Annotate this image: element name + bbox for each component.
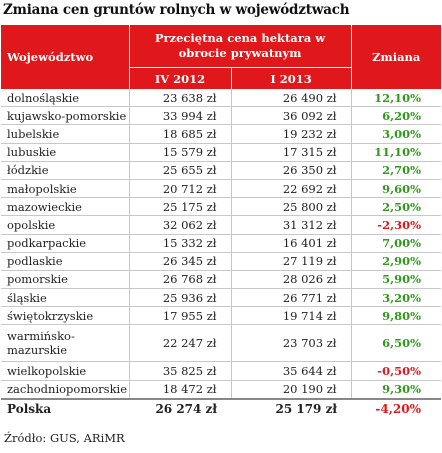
price-2013-cell: 25 179 zł	[231, 397, 352, 419]
price-2013-cell: 26 350 zł	[231, 161, 352, 180]
column-header-year-2013: I 2013	[231, 67, 352, 89]
price-2012-cell: 25 936 zł	[129, 288, 232, 308]
region-cell: łódzkie	[1, 161, 130, 180]
column-header-year-2012: IV 2012	[129, 67, 232, 89]
change-cell: 9,80%	[351, 306, 442, 326]
table-row: podlaskie 26 345 zł 27 119 zł 2,90%	[1, 252, 442, 271]
price-2013-cell: 26 490 zł	[231, 89, 352, 108]
price-2012-cell: 26 345 zł	[129, 252, 232, 271]
column-header-price-line2: obrocie prywatnym	[178, 46, 302, 60]
change-cell: 9,60%	[351, 179, 442, 199]
region-cell: pomorskie	[1, 270, 130, 290]
table-total-row: Polska 26 274 zł 25 179 zł -4,20%	[1, 397, 442, 419]
region-cell: warmińsko-mazurskie	[1, 324, 130, 363]
region-cell: świętokrzyskie	[1, 306, 130, 326]
region-cell: podlaskie	[1, 252, 130, 271]
region-cell: małopolskie	[1, 179, 130, 199]
change-cell: -2,30%	[351, 215, 442, 235]
price-2012-cell: 22 247 zł	[129, 324, 232, 363]
price-2012-cell: 26 274 zł	[129, 397, 231, 419]
table-row: dolnośląskie 23 638 zł 26 490 zł 12,10%	[1, 89, 442, 108]
change-cell: 7,00%	[351, 234, 442, 253]
table-row: śląskie 25 936 zł 26 771 zł 3,20%	[1, 288, 442, 308]
region-cell: wielkopolskie	[1, 361, 130, 381]
price-2013-cell: 25 800 zł	[231, 197, 352, 217]
region-cell: lubuskie	[1, 143, 130, 162]
region-cell: Polska	[1, 397, 129, 419]
region-cell: podkarpackie	[1, 234, 130, 253]
table-body: dolnośląskie 23 638 zł 26 490 zł 12,10% kuja…	[1, 89, 442, 419]
change-cell: 5,90%	[351, 270, 442, 290]
table-row: lubelskie 18 685 zł 19 232 zł 3,00%	[1, 124, 442, 144]
price-2013-cell: 26 771 zł	[231, 288, 352, 308]
price-2012-cell: 25 175 zł	[129, 197, 232, 217]
region-cell: mazowieckie	[1, 197, 130, 217]
price-2012-cell: 25 655 zł	[129, 161, 232, 180]
region-cell: lubelskie	[1, 124, 130, 144]
change-cell: 12,10%	[351, 89, 442, 108]
price-2012-cell: 15 579 zł	[129, 143, 232, 162]
price-2012-cell: 35 825 zł	[129, 361, 232, 381]
price-2013-cell: 28 026 zł	[231, 270, 352, 290]
column-header-change: Zmiana	[351, 25, 442, 89]
change-cell: 6,50%	[351, 324, 442, 363]
price-2012-cell: 18 472 zł	[129, 380, 232, 400]
price-2013-cell: 27 119 zł	[231, 252, 352, 271]
price-2013-cell: 22 692 zł	[231, 179, 352, 199]
price-2013-cell: 35 644 zł	[231, 361, 352, 381]
table-row: lubuskie 15 579 zł 17 315 zł 11,10%	[1, 143, 442, 162]
price-2012-cell: 33 994 zł	[129, 106, 232, 126]
change-cell: 2,50%	[351, 197, 442, 217]
change-cell: -0,50%	[351, 361, 442, 381]
price-2013-cell: 23 703 zł	[231, 324, 352, 363]
region-cell: zachodniopomorskie	[1, 380, 130, 400]
change-cell: 2,70%	[351, 161, 442, 180]
table-row: małopolskie 20 712 zł 22 692 zł 9,60%	[1, 179, 442, 199]
change-cell: 3,20%	[351, 288, 442, 308]
price-2013-cell: 36 092 zł	[231, 106, 352, 126]
source-note: Źródło: GUS, ARiMR	[4, 431, 125, 445]
land-price-table: Województwo Przeciętna cena hektara w ob…	[1, 25, 442, 419]
table-row: kujawsko-pomorskie 33 994 zł 36 092 zł 6,20…	[1, 106, 442, 126]
price-2012-cell: 18 685 zł	[129, 124, 232, 144]
table-row: mazowieckie 25 175 zł 25 800 zł 2,50%	[1, 197, 442, 217]
price-2012-cell: 23 638 zł	[129, 89, 232, 108]
change-cell: 11,10%	[351, 143, 442, 162]
table-row: łódzkie 25 655 zł 26 350 zł 2,70%	[1, 161, 442, 180]
price-2013-cell: 31 312 zł	[231, 215, 352, 235]
table-row: świętokrzyskie 17 955 zł 19 714 zł 9,80%	[1, 306, 442, 326]
price-2012-cell: 26 768 zł	[129, 270, 232, 290]
table-row: podkarpackie 15 332 zł 16 401 zł 7,00%	[1, 234, 442, 253]
region-cell: opolskie	[1, 215, 130, 235]
change-cell: -4,20%	[351, 397, 442, 419]
price-2012-cell: 32 062 zł	[129, 215, 232, 235]
table-row: wielkopolskie 35 825 zł 35 644 zł -0,50%	[1, 361, 442, 381]
column-header-price: Przeciętna cena hektara w obrocie prywat…	[129, 25, 352, 68]
region-cell: kujawsko-pomorskie	[1, 106, 130, 126]
price-2012-cell: 17 955 zł	[129, 306, 232, 326]
region-cell: dolnośląskie	[1, 89, 130, 108]
column-header-region: Województwo	[1, 25, 130, 89]
table-row: warmińsko-mazurskie 22 247 zł 23 703 zł 6,5…	[1, 324, 442, 363]
change-cell: 2,90%	[351, 252, 442, 271]
price-2013-cell: 17 315 zł	[231, 143, 352, 162]
column-header-price-line1: Przeciętna cena hektara w	[154, 31, 326, 45]
change-cell: 3,00%	[351, 124, 442, 144]
price-2013-cell: 19 232 zł	[231, 124, 352, 144]
price-2013-cell: 20 190 zł	[231, 380, 352, 400]
table-row: zachodniopomorskie 18 472 zł 20 190 zł 9,30…	[1, 380, 442, 400]
price-2012-cell: 15 332 zł	[129, 234, 232, 253]
table-row: pomorskie 26 768 zł 28 026 zł 5,90%	[1, 270, 442, 290]
region-cell: śląskie	[1, 288, 130, 308]
table-title: Zmiana cen gruntów rolnych w województwa…	[3, 2, 350, 18]
change-cell: 9,30%	[351, 380, 442, 400]
price-2013-cell: 16 401 zł	[231, 234, 352, 253]
table-row: opolskie 32 062 zł 31 312 zł -2,30%	[1, 215, 442, 235]
change-cell: 6,20%	[351, 106, 442, 126]
price-2013-cell: 19 714 zł	[231, 306, 352, 326]
price-2012-cell: 20 712 zł	[129, 179, 232, 199]
